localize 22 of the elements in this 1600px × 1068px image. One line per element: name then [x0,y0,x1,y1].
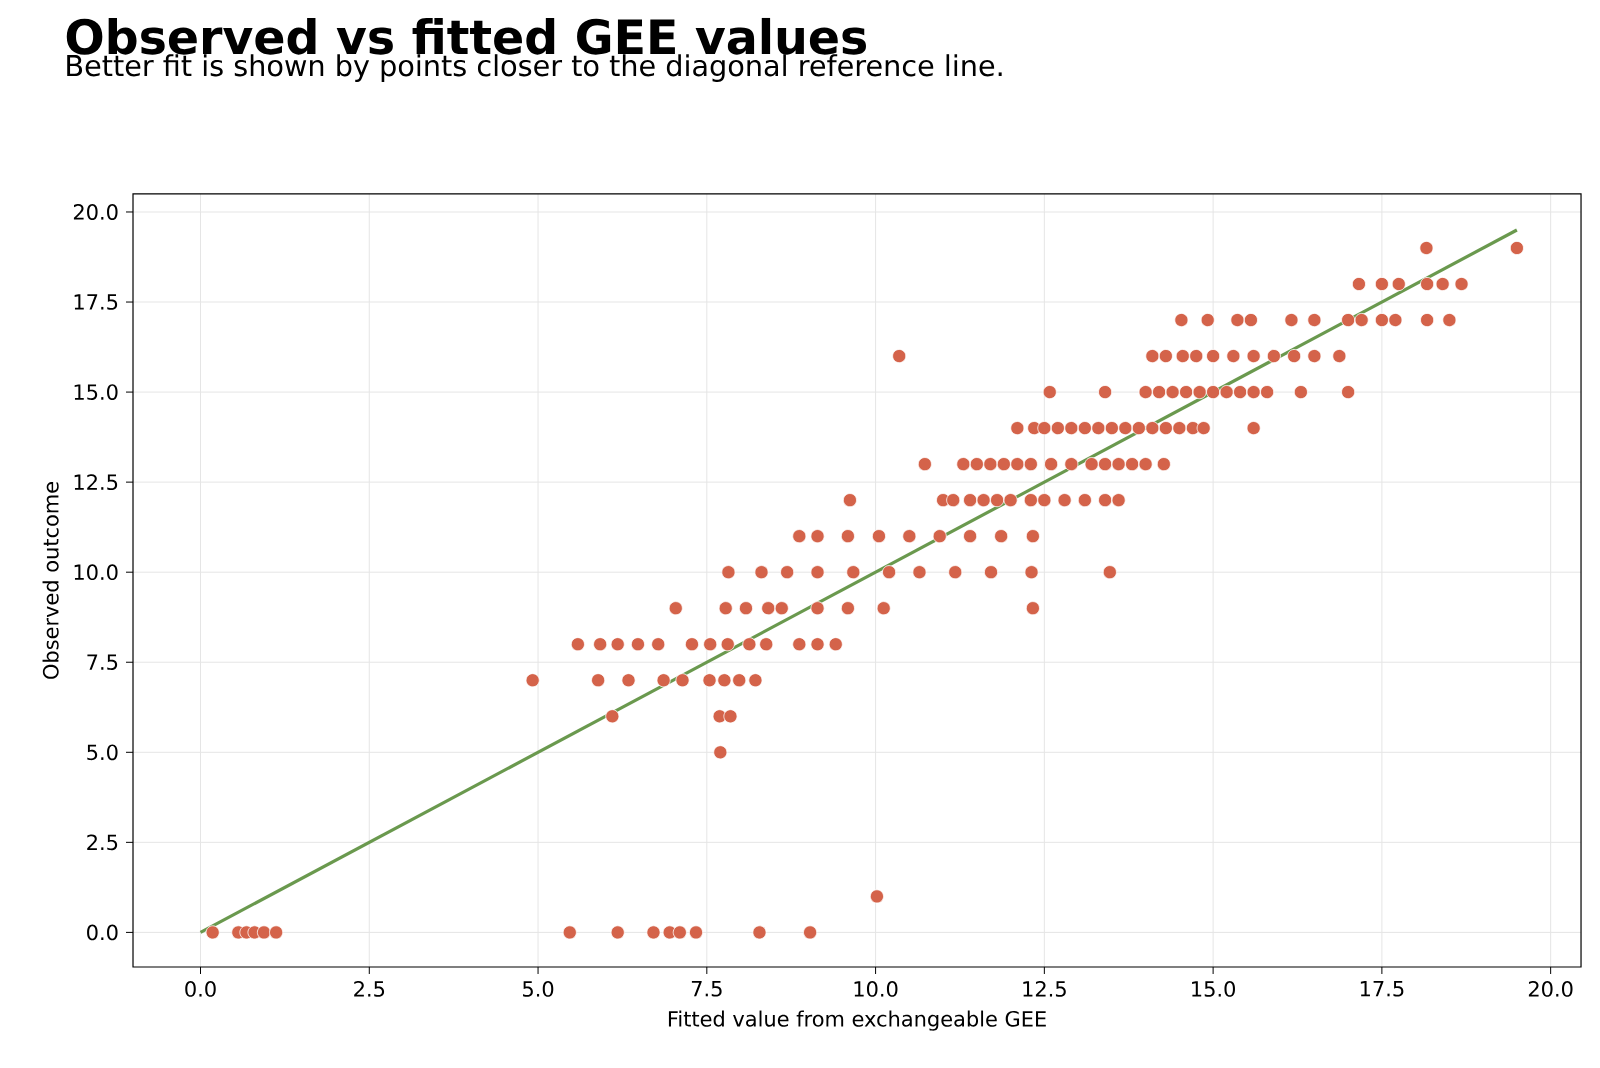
y-axis-title: Observed outcome [42,482,59,679]
x-tick-label: 0.0 [185,981,216,997]
chart-subtitle: Better fit is shown by points closer to the diagonal reference line. [67,54,1002,82]
x-tick-label: 5.0 [523,981,554,997]
y-tick-label: 17.5 [74,294,118,310]
y-tick-label: 2.5 [87,834,118,851]
y-tick-label: 0.0 [87,924,118,941]
x-tick-label: 20.0 [1528,981,1573,997]
x-tick-label: 15.0 [1192,981,1235,997]
y-tick-label: 20.0 [73,204,118,220]
y-tick-label: 5.0 [87,744,118,761]
x-tick-label: 12.5 [1023,981,1066,997]
x-tick-label: 17.5 [1360,981,1404,997]
x-tick-label: 7.5 [691,981,722,997]
y-tick-label: 12.5 [74,474,118,491]
y-tick-label: 15.0 [74,384,118,400]
x-tick-label: 10.0 [854,981,898,997]
chart-title: Observed vs fitted GEE values [66,17,866,55]
y-tick-label: 7.5 [87,654,118,670]
x-tick-label: 2.5 [354,981,385,997]
x-axis-title: Fitted value from exchangeable GEE [668,1010,1046,1031]
y-tick-label: 10.0 [74,564,118,581]
